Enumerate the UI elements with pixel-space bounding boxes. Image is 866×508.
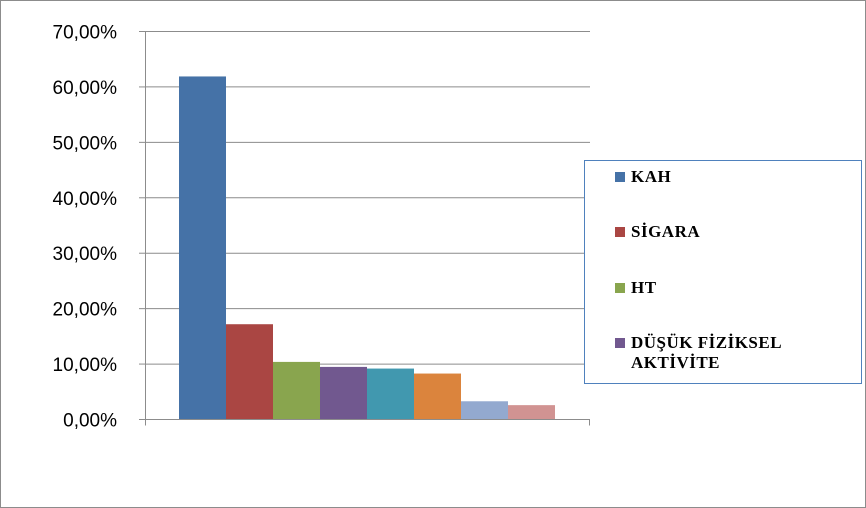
legend-label: DÜŞÜK FİZİKSEL AKTİVİTE	[631, 333, 782, 372]
bar	[273, 361, 320, 419]
x-axis	[145, 419, 590, 426]
legend-swatch	[615, 227, 625, 237]
bars	[179, 76, 555, 420]
bar	[461, 401, 508, 419]
y-axis: 0,00% 10,00% 20,00% 30,00% 40,00% 50,00% 60,00…	[53, 23, 146, 432]
y-tick-label: 30,00%	[53, 244, 118, 265]
y-tick-label: 50,00%	[53, 133, 118, 154]
legend-item-sigara: SİGARA	[615, 222, 861, 242]
y-tick-label: 70,00%	[53, 23, 118, 44]
y-tick-label: 40,00%	[53, 189, 118, 210]
bar	[367, 368, 414, 419]
y-tick-label: 20,00%	[53, 300, 118, 321]
bar	[414, 373, 461, 419]
legend-label: SİGARA	[631, 222, 701, 241]
legend-swatch	[615, 338, 625, 348]
legend-label: HT	[631, 278, 657, 297]
y-tick-label: 60,00%	[53, 78, 118, 99]
bar	[508, 405, 555, 419]
legend-swatch	[615, 283, 625, 293]
y-tick-label: 10,00%	[53, 355, 118, 376]
bar	[179, 76, 226, 420]
legend: KAH SİGARA HT DÜŞÜK FİZİKSEL AKTİVİTE	[584, 160, 862, 384]
bar	[226, 324, 273, 419]
y-tick-label: 0,00%	[63, 411, 117, 432]
legend-label: KAH	[631, 167, 672, 186]
legend-item-ht: HT	[615, 278, 861, 298]
legend-item-dusuk-fiziksel-aktivite: DÜŞÜK FİZİKSEL AKTİVİTE	[615, 333, 861, 373]
legend-item-kah: KAH	[615, 167, 861, 187]
bar	[320, 366, 367, 419]
legend-swatch	[615, 172, 625, 182]
